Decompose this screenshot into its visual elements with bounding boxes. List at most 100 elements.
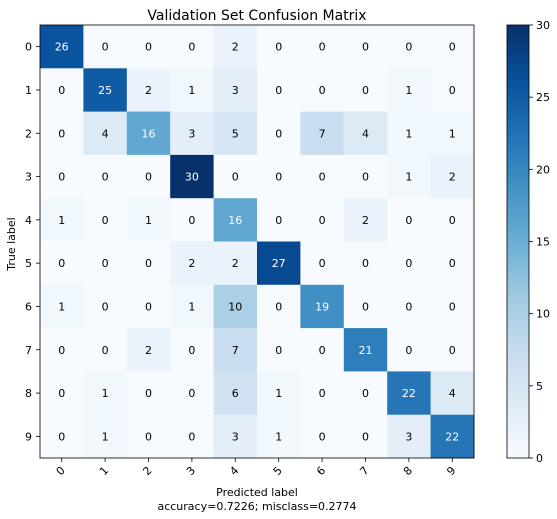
heatmap-cell <box>430 111 475 156</box>
cell-value-label: 1 <box>58 214 65 227</box>
heatmap-cell <box>213 68 258 113</box>
x-tick-label: 7 <box>357 464 371 478</box>
cell-value-label: 0 <box>319 344 326 357</box>
heatmap-cell <box>430 198 475 242</box>
heatmap-cell <box>170 111 215 156</box>
heatmap-cell <box>430 414 475 459</box>
cell-value-label: 4 <box>102 127 109 140</box>
y-tick-label: 0 <box>25 41 32 54</box>
heatmap-cell <box>343 371 388 416</box>
y-tick-label: 4 <box>25 214 32 227</box>
heatmap-cell <box>83 198 128 242</box>
cell-value-label: 1 <box>188 300 195 313</box>
cell-value-label: 6 <box>232 387 239 400</box>
cell-value-label: 0 <box>58 257 65 270</box>
heatmap-cell <box>213 284 258 329</box>
cell-value-label: 0 <box>102 257 109 270</box>
heatmap-cell <box>126 328 171 372</box>
cell-value-label: 0 <box>319 41 326 54</box>
heatmap-cell <box>430 328 475 372</box>
heatmap-cell <box>126 198 171 242</box>
cell-value-label: 0 <box>275 171 282 184</box>
cell-value-label: 26 <box>55 41 69 54</box>
cell-value-label: 0 <box>362 171 369 184</box>
heatmap-cell <box>430 154 475 199</box>
heatmap-cell <box>430 371 475 416</box>
cell-value-label: 0 <box>362 300 369 313</box>
heatmap-cell <box>213 414 258 459</box>
cell-value-label: 16 <box>228 214 242 227</box>
heatmap-cell <box>387 414 432 459</box>
x-tick-label: 6 <box>314 464 328 478</box>
heatmap-cell <box>257 25 301 69</box>
cell-value-label: 0 <box>58 84 65 97</box>
cell-value-label: 0 <box>58 344 65 357</box>
heatmap-cell <box>170 241 215 286</box>
cell-value-label: 0 <box>145 257 152 270</box>
heatmap-cell <box>257 68 301 113</box>
cell-value-label: 22 <box>445 430 459 443</box>
heatmap-cell <box>126 154 171 199</box>
cell-value-label: 0 <box>449 344 456 357</box>
heatmap-cell <box>300 328 345 372</box>
x-tick-label: 0 <box>54 464 68 478</box>
cell-value-label: 0 <box>275 300 282 313</box>
heatmap-cell <box>213 111 258 156</box>
x-tick-label: 1 <box>97 464 111 478</box>
cell-value-label: 0 <box>275 214 282 227</box>
cell-value-label: 0 <box>319 257 326 270</box>
heatmap-cell <box>40 25 84 69</box>
cell-value-label: 22 <box>402 387 416 400</box>
x-tick-label: 8 <box>401 464 415 478</box>
cell-value-label: 0 <box>405 214 412 227</box>
heatmap-cell <box>387 198 432 242</box>
plot-frame <box>39 24 475 459</box>
y-tick-label: 1 <box>25 84 32 97</box>
heatmap-cell <box>83 414 128 459</box>
x-tick-label: 2 <box>140 464 154 478</box>
cell-value-label: 3 <box>232 84 239 97</box>
cell-value-label: 0 <box>449 84 456 97</box>
colorbar-tick-label: 0 <box>536 452 543 465</box>
heatmap-cell <box>430 284 475 329</box>
cell-value-label: 0 <box>449 41 456 54</box>
cell-value-label: 1 <box>405 171 412 184</box>
heatmap-cell <box>257 111 301 156</box>
heatmap-cell <box>300 111 345 156</box>
heatmap-cell <box>430 25 475 69</box>
cell-value-label: 0 <box>188 430 195 443</box>
heatmap-cell <box>170 68 215 113</box>
cell-value-label: 7 <box>319 127 326 140</box>
heatmap-cell <box>430 241 475 286</box>
heatmap-cell <box>300 414 345 459</box>
cell-value-label: 0 <box>58 171 65 184</box>
cell-value-label: 1 <box>275 430 282 443</box>
chart-title: Validation Set Confusion Matrix <box>147 8 366 24</box>
heatmap-cell <box>83 371 128 416</box>
cell-value-label: 0 <box>405 300 412 313</box>
colorbar-tick-label: 15 <box>536 236 550 249</box>
colorbar-tick-label: 5 <box>536 380 543 393</box>
cell-value-label: 0 <box>102 41 109 54</box>
cell-value-label: 4 <box>449 387 456 400</box>
heatmap-cell <box>83 284 128 329</box>
heatmap-cell <box>387 68 432 113</box>
cell-value-label: 0 <box>102 344 109 357</box>
heatmap-cell <box>387 371 432 416</box>
heatmap-cell <box>40 371 84 416</box>
heatmap-cell <box>300 371 345 416</box>
heatmap-cell <box>40 284 84 329</box>
heatmap-cell <box>343 328 388 372</box>
cell-value-label: 1 <box>275 387 282 400</box>
cell-value-label: 0 <box>449 300 456 313</box>
heatmap-cell <box>170 154 215 199</box>
heatmap-cell <box>213 198 258 242</box>
cell-value-label: 1 <box>145 214 152 227</box>
y-tick-label: 7 <box>25 344 32 357</box>
cell-value-label: 5 <box>232 127 239 140</box>
cell-value-label: 21 <box>359 344 373 357</box>
heatmap-cell <box>257 284 301 329</box>
cell-value-label: 0 <box>319 171 326 184</box>
cell-value-label: 0 <box>275 84 282 97</box>
